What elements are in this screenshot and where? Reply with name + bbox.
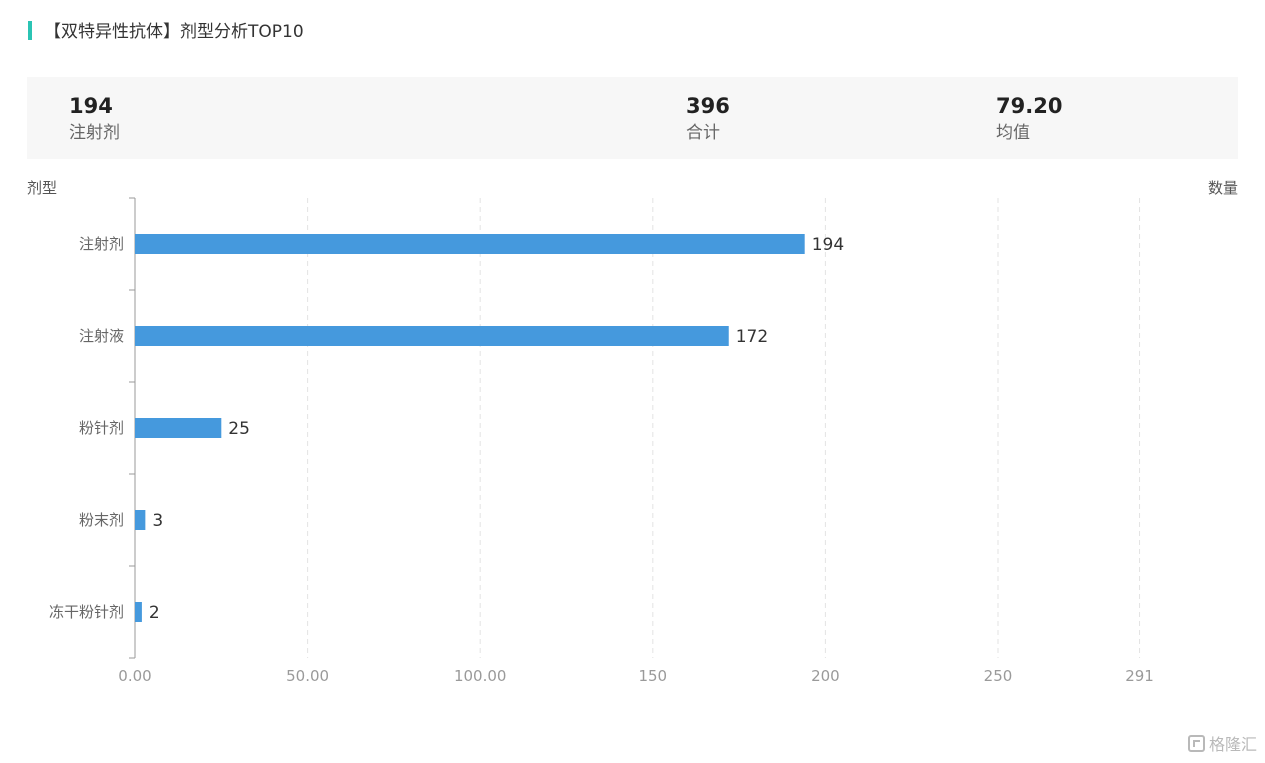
bar-1 (135, 326, 729, 346)
data-label-3: 3 (152, 511, 163, 531)
data-label-0: 194 (812, 235, 844, 255)
stat-mean-value: 79.20 (996, 94, 1063, 118)
x-axis-name: 数量 (1207, 179, 1238, 197)
gelonghui-logo-icon (1187, 734, 1205, 752)
x-tick-label-3: 150 (638, 667, 667, 685)
stat-top-label: 注射剂 (69, 123, 120, 143)
title-accent-bar (28, 21, 32, 40)
category-label-4: 冻干粉针剂 (49, 603, 124, 621)
category-label-1: 注射液 (79, 327, 124, 345)
x-tick-label-1: 50.00 (286, 667, 329, 685)
chart-title: 【双特异性抗体】剂型分析TOP10 (44, 22, 304, 42)
stat-mean: 79.20 均值 (996, 93, 1062, 145)
stat-total-value: 396 (686, 94, 730, 118)
stat-total: 396 合计 (686, 93, 730, 145)
y-axis-name: 剂型 (27, 179, 58, 197)
stat-total-label: 合计 (686, 123, 720, 143)
stat-top-value: 194 (69, 94, 113, 118)
x-tick-label-2: 100.00 (454, 667, 507, 685)
x-tick-label-5: 250 (984, 667, 1013, 685)
bar-2 (135, 418, 222, 438)
watermark: 格隆汇 (1187, 731, 1257, 755)
data-label-1: 172 (736, 327, 768, 347)
category-label-3: 粉末剂 (79, 511, 124, 529)
watermark-text: 格隆汇 (1208, 735, 1257, 754)
data-label-2: 25 (228, 419, 250, 439)
data-label-4: 2 (149, 603, 160, 623)
stat-top-item: 194 注射剂 (69, 93, 120, 145)
category-label-0: 注射剂 (79, 235, 124, 253)
category-label-2: 粉针剂 (79, 419, 124, 437)
stat-mean-label: 均值 (996, 123, 1030, 143)
bar-4 (135, 602, 142, 622)
x-tick-label-0: 0.00 (118, 667, 151, 685)
bar-0 (135, 234, 805, 254)
bar-3 (135, 510, 146, 530)
summary-panel: 194 注射剂 396 合计 79.20 均值 (27, 77, 1238, 159)
x-tick-label-4: 200 (811, 667, 840, 685)
x-tick-label-6: 291 (1125, 667, 1154, 685)
